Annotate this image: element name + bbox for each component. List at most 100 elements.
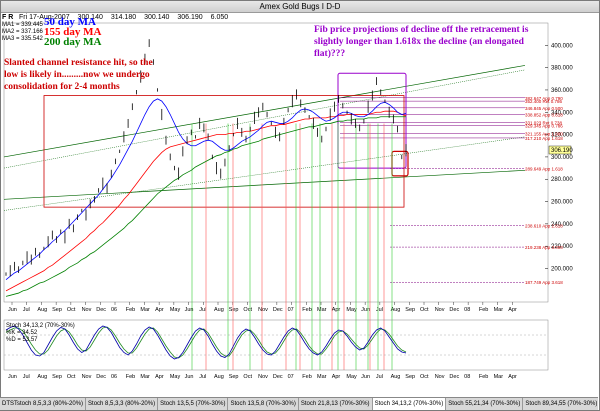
indicator-tab[interactable]: Stoch 34,13,2 (70%-30%) xyxy=(372,398,447,410)
stoch-x-tick-label: Nov xyxy=(258,374,268,380)
stoch-x-tick-label: Oct xyxy=(420,374,429,380)
x-tick-label: Nov xyxy=(435,307,445,313)
x-tick-label: 07 xyxy=(288,307,294,313)
left-annotation: Slanted channel resistance hit, so the l… xyxy=(4,58,153,92)
x-tick-label: Mar xyxy=(494,307,504,313)
ma200-label: 200 day MA xyxy=(44,36,102,48)
info-high: 314.180 xyxy=(110,14,137,21)
ma1-value: MA1 = 339.445 xyxy=(2,22,43,28)
fib-level-label: 338.852 App 0.618 xyxy=(525,113,563,118)
ma155-label: 155 day MA xyxy=(44,26,102,38)
x-tick-label: Jul xyxy=(376,307,383,313)
stoch-x-tick-label: Oct xyxy=(67,374,76,380)
window-title: Amex Gold Bugs I D-D xyxy=(1,1,599,13)
stoch-x-tick-label: Dec xyxy=(96,374,106,380)
fib-level-label: 219.238 App 3.000 xyxy=(525,245,563,250)
x-tick-label: Oct xyxy=(243,307,252,313)
stoch-x-tick-label: Feb xyxy=(302,374,311,380)
x-tick-label: Mar xyxy=(140,307,150,313)
indicator-tab[interactable]: Stoch 13,5,8 (70%-30%) xyxy=(228,398,299,410)
stoch-x-tick-label: Feb xyxy=(479,374,488,380)
ma155-line xyxy=(5,110,407,292)
stoch-x-tick-label: Mar xyxy=(140,374,150,380)
info-date: Fri 17-Aug-2007 xyxy=(19,14,70,21)
indicator-tab[interactable]: Stoch 55,21,34 (70%-30%) xyxy=(446,398,524,410)
x-tick-label: Apr xyxy=(332,307,341,313)
stoch-x-tick-label: Apr xyxy=(332,374,341,380)
stoch-panel-frame xyxy=(3,319,549,371)
fib-level-label: 317.210 App 1.618 xyxy=(525,136,563,141)
stoch-x-tick-label: Jun xyxy=(8,374,17,380)
y-tick-label: 280.000 xyxy=(551,177,573,183)
x-tick-label: Oct xyxy=(420,307,429,313)
x-tick-label: Dec xyxy=(449,307,459,313)
right-annotation: Fib price projections of decline off the… xyxy=(314,25,529,59)
stoch-k-label: %K = 34.52 xyxy=(6,330,38,336)
info-change: 6.050 xyxy=(210,14,229,21)
stoch-x-tick-label: 06 xyxy=(111,374,117,380)
stoch-x-tick-label: Nov xyxy=(82,374,92,380)
fib-level-label: 238.610 App 2.618 xyxy=(525,223,563,228)
current-price-box xyxy=(548,145,572,155)
indicator-tab[interactable]: DTSTstoch 8,5,3,3 (80%-20%) xyxy=(0,398,87,410)
y-tick-label: 220.000 xyxy=(551,244,573,250)
stoch-d-line xyxy=(5,326,407,359)
info-close: 306.190 xyxy=(177,14,203,21)
ma50-line xyxy=(5,98,407,280)
indicator-tab[interactable]: Stoch 21,8,13 (70%-30%) xyxy=(299,398,373,410)
x-tick-label: Oct xyxy=(67,307,76,313)
fib-level-label: 321.155 App 1.000 xyxy=(525,131,563,136)
indicator-tab[interactable]: Stoch 13,5,5 (70%-30%) xyxy=(158,398,229,410)
stoch-x-tick-label: Dec xyxy=(449,374,459,380)
stoch-x-tick-label: Sep xyxy=(229,374,239,380)
stoch-x-tick-label: Jul xyxy=(23,374,30,380)
y-tick-label: 260.000 xyxy=(551,200,573,206)
x-tick-label: Apr xyxy=(155,307,164,313)
price-panel-frame xyxy=(3,22,549,303)
x-tick-label: Dec xyxy=(273,307,283,313)
indicator-tab[interactable]: Stoch 89,34,55 (70%-30%) xyxy=(523,398,598,410)
x-tick-label: Aug xyxy=(214,307,224,313)
fib-level-label: 382.647 App 0.790 xyxy=(525,96,563,101)
fr-label: F R xyxy=(2,14,14,21)
x-tick-label: Sep xyxy=(52,307,62,313)
stoch-x-tick-label: Jul xyxy=(376,374,383,380)
indicator-tab[interactable]: Stoch 8,5,3,3 (80%-20%) xyxy=(86,398,159,410)
stoch-x-tick-label: Jul xyxy=(199,374,206,380)
fib-level-label: 187.749 App 3.618 xyxy=(525,280,563,285)
channel-lower-line xyxy=(3,169,526,200)
stoch-x-tick-label: Sep xyxy=(52,374,62,380)
fib-projection-box xyxy=(337,72,407,169)
x-tick-label: Jun xyxy=(185,307,194,313)
current-price-label: 306.190 xyxy=(551,148,573,154)
x-tick-label: Feb xyxy=(302,307,311,313)
x-tick-label: 06 xyxy=(111,307,117,313)
stoch-title: Stoch 34,13,2 (70%-30%) xyxy=(6,323,75,329)
x-tick-label: Sep xyxy=(229,307,239,313)
x-tick-label: Feb xyxy=(126,307,135,313)
x-tick-label: May xyxy=(170,307,181,313)
x-tick-label: Sep xyxy=(405,307,415,313)
ma3-value: MA3 = 335.542 xyxy=(2,36,43,42)
x-tick-label: May xyxy=(346,307,357,313)
ma2-value: MA2 = 337.166 xyxy=(2,29,43,35)
x-tick-label: Jun xyxy=(8,307,17,313)
x-tick-label: Aug xyxy=(37,307,47,313)
fib-level-label: 289.649 App 1.618 xyxy=(525,167,563,172)
stoch-x-tick-label: Sep xyxy=(405,374,415,380)
x-tick-label: Jun xyxy=(361,307,370,313)
stoch-x-tick-label: Aug xyxy=(37,374,47,380)
stoch-x-tick-label: Aug xyxy=(391,374,401,380)
y-tick-label: 300.000 xyxy=(551,155,573,161)
x-tick-label: 08 xyxy=(464,307,470,313)
stoch-x-tick-label: Jun xyxy=(185,374,194,380)
stoch-x-tick-label: Jun xyxy=(361,374,370,380)
stoch-x-tick-label: Oct xyxy=(243,374,252,380)
stoch-x-tick-label: May xyxy=(170,374,181,380)
y-tick-label: 320.000 xyxy=(551,133,573,139)
stoch-x-tick-label: Nov xyxy=(435,374,445,380)
x-tick-label: Jul xyxy=(23,307,30,313)
stoch-x-tick-label: Mar xyxy=(317,374,327,380)
stoch-d-label: %D = 53.57 xyxy=(6,337,38,343)
